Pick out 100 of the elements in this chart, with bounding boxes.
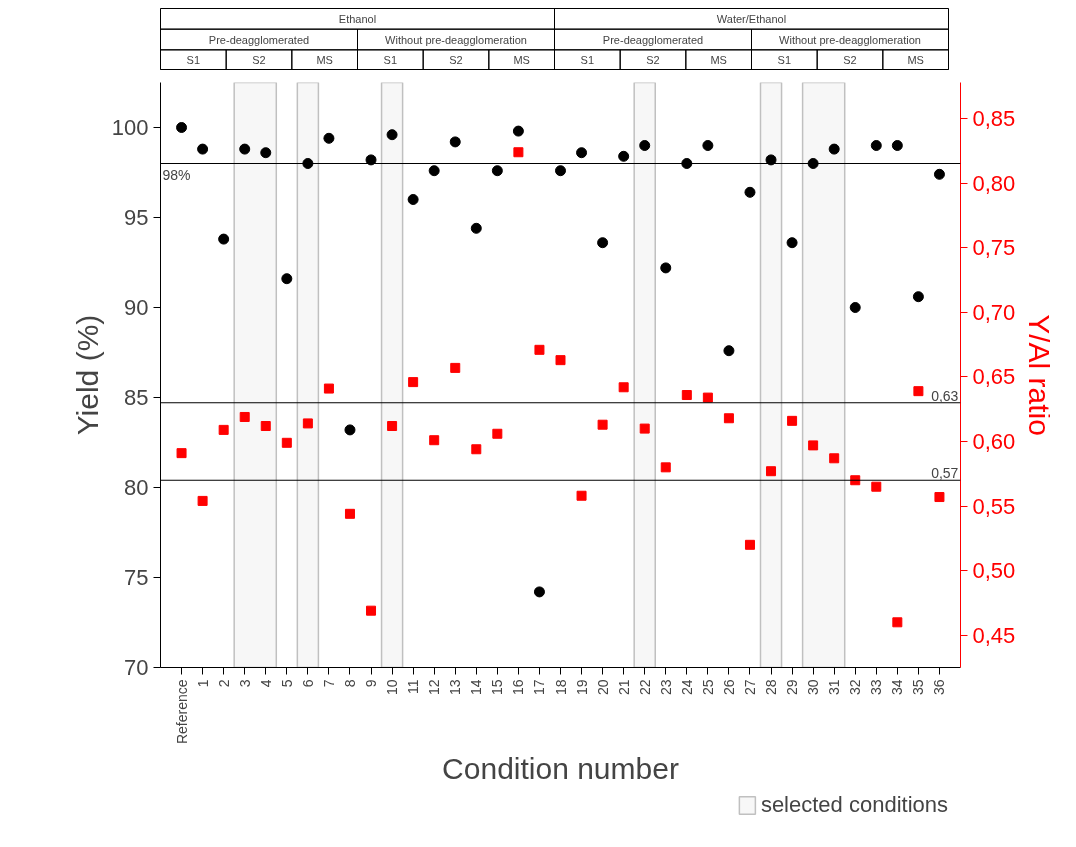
text: Pre-deagglomerated [208, 33, 310, 46]
y2-tick-label: 0,55 [972, 493, 1016, 519]
x-tick-label: 32 [847, 679, 864, 696]
point [408, 377, 419, 388]
point [534, 344, 545, 355]
point [344, 424, 356, 436]
point [912, 291, 924, 303]
y2-tick-label: 0,85 [972, 106, 1016, 132]
point [218, 233, 230, 245]
point [555, 165, 566, 177]
text: Without pre-deagglomeration [779, 33, 921, 46]
point [618, 382, 629, 393]
point [512, 125, 524, 137]
point [260, 147, 272, 159]
x-tick-label: 31 [826, 679, 843, 696]
point [723, 413, 734, 424]
point [765, 154, 777, 166]
point [302, 158, 314, 169]
text: Pre-deagglomerated [602, 33, 704, 46]
point [323, 132, 335, 144]
x-axis-title: Condition number [442, 752, 679, 786]
x-tick-label: 20 [594, 679, 611, 696]
ref-line-label: 98% [162, 166, 191, 183]
point [618, 150, 630, 162]
point [344, 508, 355, 519]
point [239, 143, 251, 155]
x-tick-label: 28 [763, 679, 780, 696]
point [702, 140, 714, 151]
point [428, 165, 440, 177]
point [407, 194, 419, 205]
y2-tick-label: 0,60 [972, 429, 1016, 455]
point [681, 158, 693, 169]
y-tick-label: 85 [124, 385, 149, 410]
y-tick-label: 80 [124, 475, 149, 500]
text: MS [513, 54, 530, 67]
point [281, 437, 292, 448]
x-tick-label: 15 [489, 679, 506, 696]
point [323, 383, 334, 394]
x-tick-label: 11 [405, 679, 422, 695]
x-tick-label: 36 [931, 679, 948, 696]
point [913, 386, 924, 397]
point [218, 424, 229, 435]
point [239, 411, 250, 422]
point [597, 237, 609, 249]
text: S2 [252, 54, 266, 67]
point [639, 140, 651, 151]
point [470, 222, 482, 234]
x-tick-label: 6 [299, 679, 316, 688]
x-tick-label: 7 [320, 679, 337, 688]
point [450, 362, 461, 373]
y2-tick-label: 0,65 [972, 364, 1016, 390]
point [828, 143, 840, 155]
x-tick-label: 16 [510, 679, 527, 696]
x-tick-label: 24 [678, 679, 695, 696]
point [892, 617, 903, 628]
point [744, 186, 756, 198]
text: S2 [449, 54, 463, 67]
y2-tick-label: 0,75 [972, 235, 1016, 261]
x-tick-label: 12 [426, 679, 443, 696]
point [197, 143, 209, 155]
x-tick-label: 14 [468, 679, 485, 696]
point [555, 355, 566, 366]
x-tick-label: 17 [531, 679, 548, 696]
x-tick-label: 33 [868, 679, 885, 696]
x-tick-label: 18 [552, 679, 569, 696]
point [660, 262, 672, 274]
point [786, 237, 798, 249]
point [829, 453, 840, 464]
point [766, 466, 777, 477]
point [387, 421, 398, 432]
y-tick-label: 100 [111, 115, 149, 140]
x-tick-label: 19 [573, 679, 590, 696]
y-tick-label: 75 [124, 565, 149, 590]
x-tick-label: 26 [720, 679, 737, 696]
point [660, 462, 671, 473]
point [934, 492, 945, 503]
y2-tick-label: 0,45 [972, 622, 1016, 648]
ref-line-label: 0,57 [931, 465, 959, 482]
point [386, 129, 398, 141]
x-tick-label: 21 [615, 679, 632, 696]
point [723, 345, 735, 357]
point [492, 428, 503, 439]
text: Water/Ethanol [716, 12, 787, 25]
point [491, 165, 503, 177]
point [429, 435, 440, 446]
point [197, 495, 208, 506]
x-tick-label: 2 [215, 679, 232, 688]
point [176, 448, 187, 459]
x-tick-label: 35 [910, 679, 927, 696]
text: S1 [186, 54, 201, 67]
point [849, 302, 861, 313]
y2-tick-label: 0,80 [972, 170, 1016, 196]
point [576, 490, 587, 501]
text: S1 [580, 54, 595, 67]
x-tick-label: 1 [194, 679, 211, 688]
y-axis-title: Yield (%) [70, 314, 104, 436]
x-tick-label: 30 [805, 679, 822, 696]
text: MS [907, 54, 924, 67]
x-tick-label: Reference [173, 679, 190, 745]
point [576, 147, 588, 159]
